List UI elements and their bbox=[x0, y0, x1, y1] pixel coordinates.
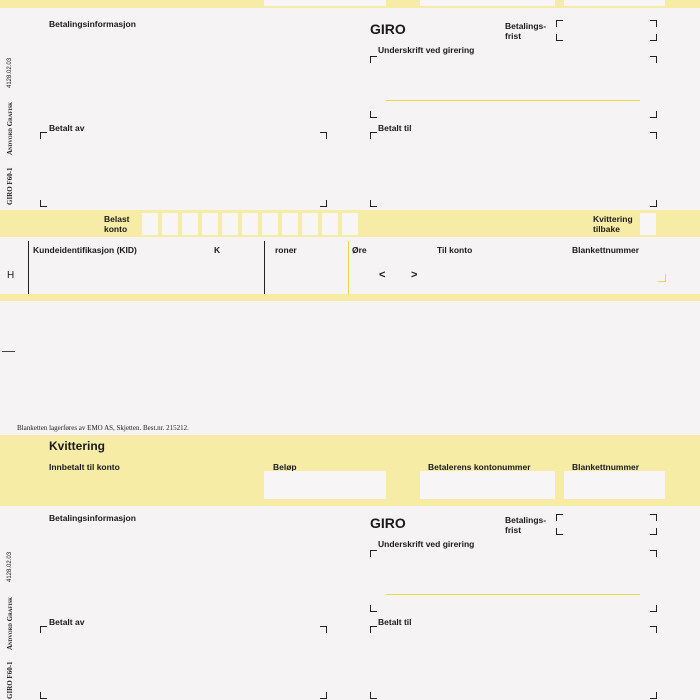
signature-corner-tl bbox=[370, 56, 377, 63]
kvittering-tilbake-box[interactable] bbox=[640, 213, 656, 235]
kroner-divider bbox=[264, 241, 265, 294]
bottom-due-date-corner-bl bbox=[556, 528, 563, 535]
bottom-signature-corner-br bbox=[650, 605, 657, 612]
account-digit-box[interactable] bbox=[282, 213, 298, 235]
bottom-payment-info-label: Betalingsinformasjon bbox=[49, 513, 136, 523]
betalerens-konto-field[interactable] bbox=[420, 471, 555, 499]
kid-bottom-stripe bbox=[0, 294, 700, 301]
belast-konto-label: Belast konto bbox=[104, 214, 130, 234]
paid-by-corner-bl bbox=[40, 200, 47, 207]
betalerens-konto-label: Betalerens kontonummer bbox=[428, 462, 531, 472]
paid-by-label: Betalt av bbox=[49, 123, 85, 133]
giro-title: GIRO bbox=[370, 21, 406, 37]
belop-label: Beløp bbox=[273, 462, 297, 472]
signature-corner-bl bbox=[370, 111, 377, 118]
bottom-signature-corner-bl bbox=[370, 605, 377, 612]
kvittering-title: Kvittering bbox=[49, 439, 106, 453]
paid-to-label: Betalt til bbox=[378, 123, 412, 133]
innbetalt-label: Innbetalt til konto bbox=[49, 462, 120, 472]
paid-by-corner-tr bbox=[320, 132, 327, 139]
footer-text: Blanketten lagerføres av EMO AS, Skjette… bbox=[17, 424, 189, 432]
kid-label: Kundeidentifikasjon (KID) bbox=[33, 245, 137, 255]
belop-field[interactable] bbox=[264, 471, 386, 499]
paid-to-corner-tr bbox=[650, 132, 657, 139]
bottom-due-date-corner-tr bbox=[650, 514, 657, 521]
account-digit-box[interactable] bbox=[262, 213, 278, 235]
bottom-paid-to-corner-tr bbox=[650, 626, 657, 633]
blankettnummer-corner bbox=[658, 274, 666, 282]
signature-corner-br bbox=[650, 111, 657, 118]
blankettnummer-label: Blankettnummer bbox=[572, 245, 640, 255]
perforation-mark bbox=[2, 351, 15, 352]
account-digit-box[interactable] bbox=[322, 213, 338, 235]
bottom-signature-corner-tl bbox=[370, 550, 377, 557]
bottom-signature-corner-tr bbox=[650, 550, 657, 557]
paid-to-corner-br bbox=[650, 200, 657, 207]
bottom-paid-to-corner-tl bbox=[370, 626, 377, 633]
bottom-paid-by-corner-br bbox=[320, 692, 327, 699]
account-digit-box[interactable] bbox=[182, 213, 198, 235]
ore-label: Øre bbox=[352, 245, 367, 255]
kid-divider bbox=[28, 241, 29, 294]
account-digit-box[interactable] bbox=[242, 213, 258, 235]
payment-info-label: Betalingsinformasjon bbox=[49, 19, 136, 29]
paid-to-corner-tl bbox=[370, 132, 377, 139]
kvittering-blankettnummer-label: Blankettnummer bbox=[572, 462, 640, 472]
bottom-due-date-corner-tl bbox=[556, 514, 563, 521]
signature-label: Underskrift ved girering bbox=[378, 45, 475, 55]
kvittering-blankettnummer-field[interactable] bbox=[564, 471, 665, 499]
arrow-left-icon: < bbox=[379, 269, 386, 281]
due-date-corner-tr bbox=[650, 20, 657, 27]
signature-corner-tr bbox=[650, 56, 657, 63]
bottom-paid-to-label: Betalt til bbox=[378, 617, 412, 627]
account-digit-box[interactable] bbox=[202, 213, 218, 235]
bottom-side-number: 4128.02.03 bbox=[7, 551, 13, 582]
signature-line[interactable] bbox=[386, 100, 640, 101]
account-digit-box[interactable] bbox=[342, 213, 358, 235]
bottom-due-date-corner-br bbox=[650, 528, 657, 535]
due-date-corner-bl bbox=[556, 34, 563, 41]
kvittering-tilbake-label: Kvittering tilbake bbox=[593, 214, 633, 234]
account-digit-box[interactable] bbox=[222, 213, 238, 235]
ore-divider bbox=[348, 241, 349, 294]
side-form-code: GIRO F60-1 bbox=[6, 167, 14, 205]
due-date-label: Betalings- frist bbox=[505, 21, 547, 41]
bottom-paid-by-label: Betalt av bbox=[49, 617, 85, 627]
bottom-side-form-code: GIRO F60-1 bbox=[6, 661, 14, 699]
account-digit-box[interactable] bbox=[302, 213, 318, 235]
bottom-signature-line[interactable] bbox=[386, 594, 640, 595]
bottom-paid-to-corner-bl bbox=[370, 692, 377, 699]
due-date-corner-br bbox=[650, 34, 657, 41]
kroner-k-label: K bbox=[214, 245, 221, 255]
top-account-field[interactable] bbox=[420, 0, 555, 6]
paid-by-corner-tl bbox=[40, 132, 47, 139]
account-digit-box[interactable] bbox=[162, 213, 178, 235]
kroner-rest-label: roner bbox=[275, 245, 297, 255]
til-konto-label: Til konto bbox=[437, 245, 473, 255]
due-date-corner-tl bbox=[556, 20, 563, 27]
top-amount-field[interactable] bbox=[264, 0, 386, 6]
bottom-giro-title: GIRO bbox=[370, 515, 406, 531]
bottom-paid-to-corner-br bbox=[650, 692, 657, 699]
bottom-side-company: Andvord Grafisk bbox=[6, 597, 14, 650]
bottom-signature-label: Underskrift ved girering bbox=[378, 539, 475, 549]
paid-to-corner-bl bbox=[370, 200, 377, 207]
paid-by-corner-br bbox=[320, 200, 327, 207]
top-form-number-field[interactable] bbox=[564, 0, 665, 6]
side-number: 4128.02.03 bbox=[7, 57, 13, 88]
bottom-paid-by-corner-tr bbox=[320, 626, 327, 633]
side-company: Andvord Grafisk bbox=[6, 102, 14, 155]
bottom-paid-by-corner-bl bbox=[40, 692, 47, 699]
bottom-paid-by-corner-tl bbox=[40, 626, 47, 633]
account-digit-box[interactable] bbox=[142, 213, 158, 235]
bottom-due-date-label: Betalings- frist bbox=[505, 515, 547, 535]
arrow-right-icon: > bbox=[411, 269, 418, 281]
h-mark: H bbox=[7, 270, 15, 281]
